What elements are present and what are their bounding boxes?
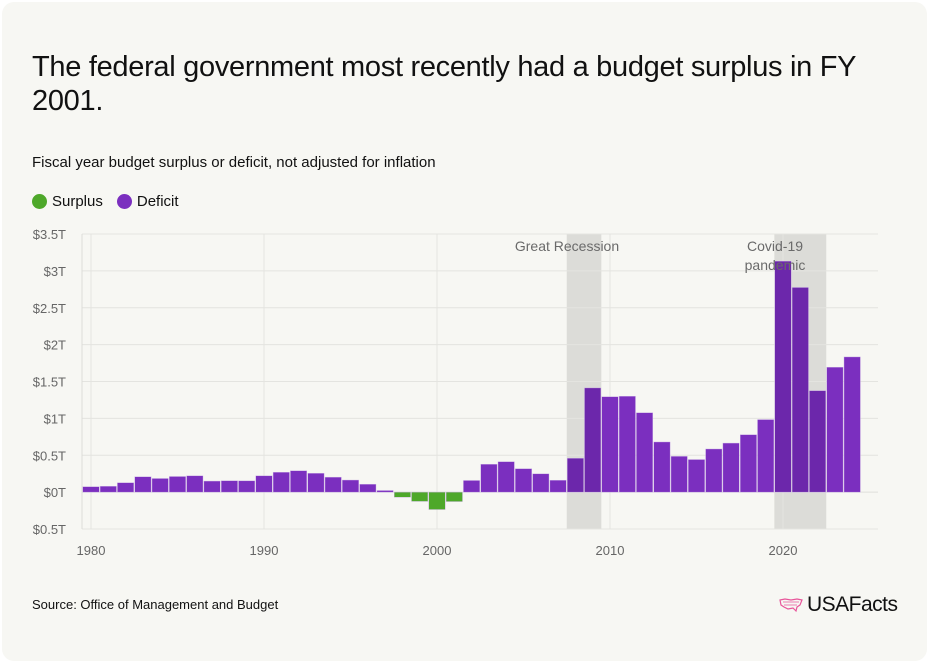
deficit-swatch (116, 194, 132, 209)
deficit-bar (480, 464, 498, 493)
x-tick-label: 2010 (596, 543, 625, 558)
legend-label: Surplus (52, 193, 103, 210)
surplus-bar (411, 491, 429, 502)
deficit-bar (584, 387, 602, 493)
deficit-bar (740, 434, 757, 493)
deficit-bar (324, 476, 342, 493)
deficit-bar (549, 480, 567, 493)
annotation-label-covid: Covid-19 (747, 238, 803, 254)
y-tick-label: $0.5T (33, 522, 66, 537)
chart-subtitle: Fiscal year budget surplus or deficit, n… (32, 154, 436, 171)
deficit-bar (515, 468, 532, 493)
deficit-bar (601, 396, 619, 493)
deficit-bar (134, 476, 152, 493)
x-tick-label: 1980 (77, 543, 106, 558)
annotation-label-great-recession: Great Recession (515, 238, 619, 254)
deficit-bar (809, 390, 827, 493)
deficit-bar (670, 456, 688, 493)
deficit-bar (826, 366, 844, 493)
deficit-bar (636, 412, 654, 493)
logo-text: USAFacts (807, 593, 898, 616)
y-tick-label: $1T (44, 411, 66, 426)
y-tick-label: $1.5T (33, 375, 66, 390)
deficit-bar (791, 287, 809, 493)
usafacts-logo: USAFacts (779, 593, 898, 617)
y-tick-label: $0T (44, 485, 66, 500)
deficit-bar (169, 476, 186, 493)
deficit-bar (359, 484, 377, 493)
chart-title: The federal government most recently had… (32, 51, 856, 117)
x-tick-label: 2020 (769, 543, 798, 558)
deficit-bar (497, 461, 515, 493)
deficit-bar (82, 486, 100, 493)
legend-item-deficit: Deficit (116, 193, 179, 210)
deficit-bar (238, 480, 256, 493)
deficit-bar (688, 459, 705, 493)
deficit-bar (117, 482, 135, 493)
deficit-bar (653, 441, 671, 493)
y-tick-label: $3T (44, 264, 66, 279)
deficit-bar (272, 472, 290, 493)
surplus-swatch (32, 194, 47, 209)
deficit-bar (705, 448, 723, 493)
x-tick-label: 1990 (250, 543, 279, 558)
legend: Surplus Deficit (32, 193, 179, 210)
deficit-bar (843, 356, 861, 493)
deficit-bar (722, 442, 740, 493)
deficit-bar (463, 480, 480, 493)
deficit-bar (757, 419, 775, 493)
y-tick-label: $2.5T (33, 301, 66, 316)
deficit-bar (342, 479, 359, 493)
deficit-bar (203, 480, 221, 493)
source-note: Source: Office of Management and Budget (32, 597, 279, 612)
deficit-bar (99, 486, 117, 493)
deficit-bar (290, 470, 307, 493)
legend-label: Deficit (136, 193, 179, 210)
annotation-label-covid-line2: pandemic (745, 257, 806, 273)
x-tick-label: 2000 (423, 543, 452, 558)
deficit-bar (186, 475, 204, 493)
deficit-bar (376, 490, 394, 493)
y-tick-label: $3.5T (33, 227, 66, 242)
surplus-bar (445, 491, 463, 502)
deficit-bar (307, 473, 325, 493)
us-map-icon (779, 598, 803, 613)
y-tick-label: $0.5T (33, 448, 66, 463)
deficit-bar (220, 480, 238, 493)
deficit-bar (255, 475, 273, 493)
legend-item-surplus: Surplus (32, 193, 103, 210)
deficit-bar (151, 478, 169, 493)
surplus-bar (428, 491, 446, 510)
surplus-bar (394, 491, 411, 498)
deficit-bar (618, 396, 636, 493)
deficit-bar (774, 260, 792, 493)
deficit-bar (532, 473, 550, 493)
y-tick-label: $2T (44, 338, 66, 353)
deficit-bar (567, 458, 584, 493)
